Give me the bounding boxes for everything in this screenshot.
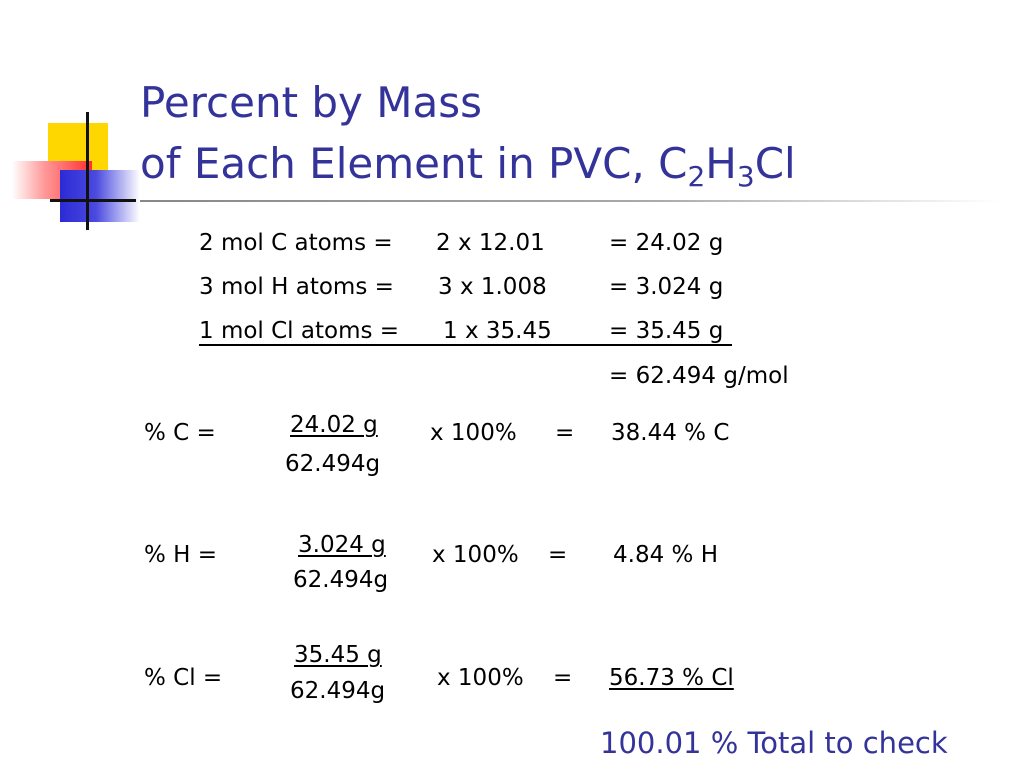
blue-square-decoration	[60, 170, 140, 222]
percent-label: % C =	[144, 420, 216, 446]
equals-sign: =	[553, 665, 573, 691]
row-c-result: = 24.02 g	[609, 230, 724, 256]
sum-rule	[199, 344, 732, 346]
percent-label: % Cl =	[144, 665, 223, 691]
fraction-denominator: 62.494g	[293, 567, 389, 593]
molar-mass-total: = 62.494 g/mol	[609, 363, 789, 389]
fraction-denominator: 62.494g	[290, 678, 386, 704]
fraction-numerator: 24.02 g	[290, 412, 378, 438]
multiplier: x 100%	[432, 542, 519, 568]
equals-sign: =	[555, 420, 575, 446]
percent-result: 38.44 % C	[611, 420, 730, 446]
fraction-denominator: 62.494g	[285, 451, 381, 477]
horizontal-line-decoration	[50, 199, 136, 202]
slide-title-line2: of Each Element in PVC, C2H3Cl	[140, 139, 796, 193]
fraction-numerator: 3.024 g	[298, 532, 386, 558]
row-c-calc: 2 x 12.01	[436, 230, 545, 256]
fraction-numerator: 35.45 g	[294, 642, 382, 668]
row-cl-label: 1 mol Cl atoms =	[199, 318, 400, 344]
row-h-calc: 3 x 1.008	[438, 274, 547, 300]
percent-result: 4.84 % H	[613, 542, 718, 568]
row-h-result: = 3.024 g	[609, 274, 724, 300]
total-check-note: 100.01 % Total to check	[600, 726, 948, 760]
slide-logo-decoration	[0, 0, 140, 240]
percent-result: 56.73 % Cl	[609, 665, 734, 691]
equals-sign: =	[548, 542, 568, 568]
row-h-label: 3 mol H atoms =	[199, 274, 394, 300]
multiplier: x 100%	[437, 665, 524, 691]
vertical-line-decoration	[86, 112, 89, 230]
multiplier: x 100%	[430, 420, 517, 446]
row-cl-calc: 1 x 35.45	[443, 318, 552, 344]
row-cl-result: = 35.45 g	[609, 318, 724, 344]
title-underline-rule	[140, 200, 1000, 202]
slide-title-line1: Percent by Mass	[140, 78, 482, 127]
percent-label: % H =	[144, 542, 218, 568]
row-c-label: 2 mol C atoms =	[199, 230, 393, 256]
